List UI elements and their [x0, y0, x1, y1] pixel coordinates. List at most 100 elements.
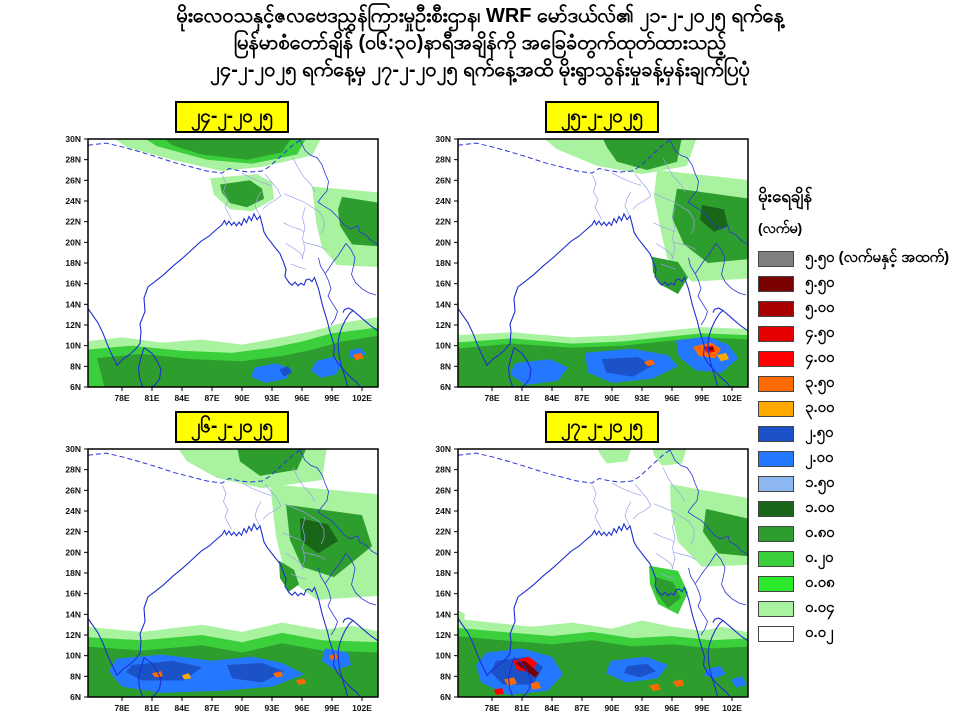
lat-tick-label: 30N: [435, 134, 451, 144]
lat-tick-label: 24N: [435, 196, 451, 206]
lat-tick-label: 18N: [65, 568, 81, 578]
legend-label: ၁.၅၀: [805, 473, 835, 491]
legend-label: ၀.၂၀: [805, 548, 834, 566]
lon-tick-label: 90E: [604, 393, 619, 403]
legend-row: ၄.၀၀: [758, 346, 958, 371]
lon-tick-label: 96E: [664, 393, 679, 403]
legend-swatch: [758, 275, 794, 292]
lon-tick-label: 81E: [514, 393, 529, 403]
title-line-3: ၂၄-၂-၂၀၂၅ ရက်နေ့မှ ၂၇-၂-၂၀၂၅ ရက်နေ့အထိ မ…: [210, 59, 750, 81]
legend-label: ၀.၀၂: [805, 623, 834, 641]
legend-label: ၄.၀၀: [805, 348, 835, 366]
legend-swatch: [758, 575, 794, 592]
legend-row: ၅.၅၀ (လက်မနှင့် အထက်): [758, 246, 958, 271]
legend-swatch: [758, 450, 794, 467]
lat-tick-label: 10N: [65, 651, 81, 661]
title-line-2: မြန်မာစံတော်ချိန် (၀၆:၃၀)နာရီအချိန်ကို အ…: [233, 32, 727, 54]
legend-swatch: [758, 475, 794, 492]
lat-tick-label: 18N: [435, 568, 451, 578]
legend-label: ၅.၀၀: [805, 298, 835, 316]
legend-row: ၀.၀၈: [758, 571, 958, 596]
date-badge: ၂၆-၂-၂၀၂၅: [174, 411, 290, 443]
panel-date-label-2: ၂၅-၂-၂၀၂၅: [522, 101, 682, 133]
legend-swatch: [758, 250, 794, 267]
lat-tick-label: 30N: [435, 444, 451, 454]
lat-tick-label: 22N: [435, 527, 451, 537]
lat-tick-label: 26N: [435, 175, 451, 185]
lon-tick-label: 93E: [634, 703, 649, 713]
legend-swatch: [758, 625, 794, 642]
lon-tick-label: 84E: [544, 393, 559, 403]
lon-tick-label: 102E: [722, 393, 742, 403]
lat-tick-label: 26N: [65, 175, 81, 185]
lat-tick-label: 22N: [435, 217, 451, 227]
lat-tick-label: 14N: [65, 609, 81, 619]
forecast-title: မိုးလေဝသနှင့်ဇလဗေဒညွှန်ကြားမှုဦးစီးဌာန၊ …: [0, 3, 960, 84]
lon-tick-label: 90E: [234, 393, 249, 403]
lat-tick-label: 12N: [435, 320, 451, 330]
lat-tick-label: 8N: [70, 361, 81, 371]
lat-tick-label: 12N: [65, 320, 81, 330]
lat-tick-label: 24N: [65, 196, 81, 206]
legend-unit: (လက်မ): [758, 220, 803, 236]
legend-row: ၃.၅၀: [758, 371, 958, 396]
legend-swatch: [758, 600, 794, 617]
lat-tick-label: 10N: [65, 341, 81, 351]
lat-tick-label: 16N: [65, 279, 81, 289]
lat-tick-label: 16N: [65, 589, 81, 599]
legend-row: ၃.၀၀: [758, 396, 958, 421]
legend-row: ၅.၀၀: [758, 296, 958, 321]
lat-tick-label: 16N: [435, 589, 451, 599]
lat-tick-label: 30N: [65, 444, 81, 454]
legend-row: ၁.၅၀: [758, 471, 958, 496]
lat-tick-label: 8N: [440, 671, 451, 681]
forecast-map-1: 30N 28N 26N 24N 22N 20N 18N 16N 14N 12N 10N 8N 6N 78E…: [54, 134, 386, 408]
legend-swatch: [758, 350, 794, 367]
legend-label: ၀.၀၄: [805, 598, 835, 616]
lat-tick-label: 20N: [435, 237, 451, 247]
legend-rows: ၅.၅၀ (လက်မနှင့် အထက်) ၅.၅၀၅.၀၀၄.၅၀၄.၀၀၃.၅…: [758, 246, 958, 646]
panel-date-label-3: ၂၆-၂-၂၀၂၅: [152, 411, 312, 443]
lon-tick-label: 93E: [634, 393, 649, 403]
lon-tick-label: 96E: [294, 393, 309, 403]
lon-tick-label: 81E: [144, 393, 159, 403]
title-line-1: မိုးလေဝသနှင့်ဇလဗေဒညွှန်ကြားမှုဦးစီးဌာန၊ …: [176, 5, 784, 27]
lon-tick-label: 87E: [204, 393, 219, 403]
legend-label: ၂.၀၀: [805, 448, 834, 466]
lat-tick-label: 14N: [435, 299, 451, 309]
date-badge: ၂၄-၂-၂၀၂၅: [174, 101, 290, 133]
map-plot: 30N 28N 26N 24N 22N 20N 18N 16N 14N 12N 10N 8N 6N 78E…: [435, 444, 749, 713]
lat-tick-label: 28N: [65, 155, 81, 165]
lon-tick-label: 96E: [664, 703, 679, 713]
lat-tick-label: 26N: [65, 485, 81, 495]
lat-tick-label: 20N: [435, 547, 451, 557]
legend-swatch: [758, 550, 794, 567]
legend-row: ၄.၅၀: [758, 321, 958, 346]
panel-date-label-1: ၂၄-၂-၂၀၂၅: [152, 101, 312, 133]
legend-label: ၀.၀၈: [805, 573, 835, 591]
panel-date-label-4: ၂၇-၂-၂၀၂၅: [522, 411, 682, 443]
lat-tick-label: 6N: [440, 382, 451, 392]
forecast-map-3: 30N 28N 26N 24N 22N 20N 18N 16N 14N 12N 10N 8N 6N 78E…: [54, 444, 386, 718]
legend-swatch: [758, 425, 794, 442]
legend-row: ၅.၅၀: [758, 271, 958, 296]
lat-tick-label: 22N: [65, 217, 81, 227]
lon-tick-label: 99E: [324, 703, 339, 713]
legend-label: ၁.၀၀: [805, 498, 835, 516]
lon-tick-label: 102E: [352, 703, 372, 713]
lon-tick-label: 84E: [544, 703, 559, 713]
lat-tick-label: 10N: [435, 341, 451, 351]
legend-label: ၃.၀၀: [805, 398, 835, 416]
lon-tick-label: 102E: [352, 393, 372, 403]
lon-tick-label: 87E: [574, 703, 589, 713]
lat-tick-label: 14N: [65, 299, 81, 309]
legend-row: ၀.၈၀: [758, 521, 958, 546]
lon-tick-label: 78E: [114, 703, 129, 713]
lat-tick-label: 28N: [65, 465, 81, 475]
legend-title: မိုးရေချိန်: [758, 187, 813, 206]
legend-row: ၀.၂၀: [758, 546, 958, 571]
lon-tick-label: 81E: [514, 703, 529, 713]
lat-tick-label: 18N: [435, 258, 451, 268]
map-plot: 30N 28N 26N 24N 22N 20N 18N 16N 14N 12N 10N 8N 6N 78E…: [65, 134, 379, 403]
lon-tick-label: 93E: [264, 393, 279, 403]
